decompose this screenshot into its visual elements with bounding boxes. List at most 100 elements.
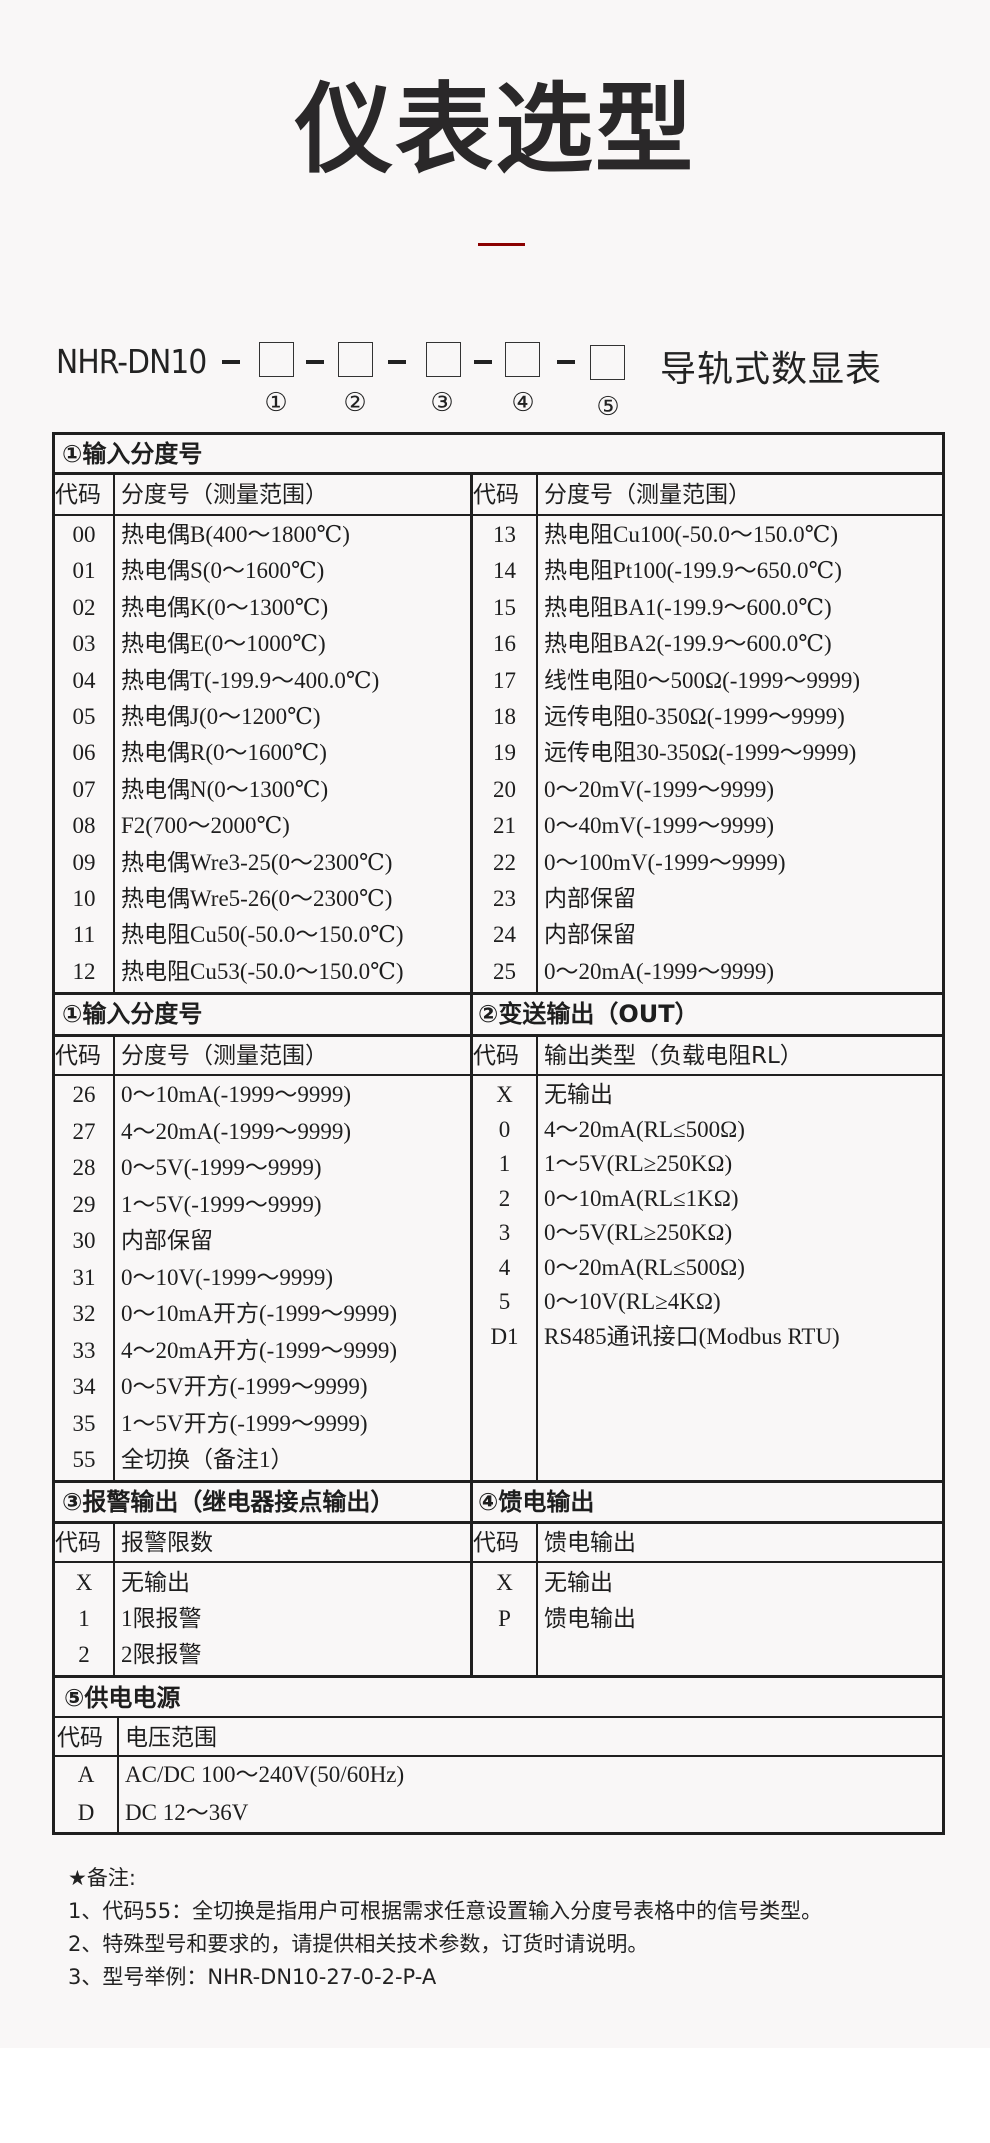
table-row: X 无输出 — [473, 1077, 893, 1113]
table-row: A AC/DC 100～240V(50/60Hz) — [55, 1757, 475, 1793]
table-divider — [55, 1521, 942, 1524]
table-row: 2 0～10mA(RL≤1KΩ) — [473, 1181, 893, 1217]
row-description: 4～20mA(-1999～9999) — [121, 1118, 351, 1144]
row-code: X — [75, 1570, 93, 1595]
section-title: ①输入分度号 — [62, 440, 203, 468]
separator-dash — [388, 360, 406, 364]
row-code: 0 — [498, 1116, 511, 1142]
row-code: 13 — [493, 522, 516, 547]
row-code: P — [498, 1606, 511, 1631]
table-divider — [55, 992, 942, 995]
row-description: 0～10mA(RL≤1KΩ) — [544, 1185, 739, 1211]
separator-dash — [474, 360, 492, 364]
table-row: 04 热电偶T(-199.9～400.0℃) — [55, 663, 475, 699]
table-row: 21 0～40mV(-1999～9999) — [473, 808, 893, 844]
row-description: 内部保留 — [544, 886, 636, 911]
table-row: 1 1限报警 — [55, 1601, 475, 1637]
table-divider — [55, 1561, 942, 1563]
table-row: 1 1～5V(RL≥250KΩ) — [473, 1146, 893, 1182]
table-row: 25 0～20mA(-1999～9999) — [473, 954, 893, 990]
row-description: 热电偶R(0～1600℃) — [121, 740, 327, 766]
row-description: 0～10V(-1999～9999) — [121, 1264, 334, 1290]
table-row: 29 1～5V(-1999～9999) — [55, 1187, 475, 1223]
table-row: 07 热电偶N(0～1300℃) — [55, 772, 475, 808]
table-row: 30 内部保留 — [55, 1223, 475, 1259]
row-description: AC/DC 100～240V(50/60Hz) — [125, 1762, 405, 1787]
row-code: 32 — [72, 1301, 96, 1326]
row-description: 2限报警 — [121, 1642, 202, 1667]
table-divider — [55, 1480, 942, 1483]
table-row: 18 远传电阻0-350Ω(-1999～9999) — [473, 699, 893, 735]
table-row: 24 内部保留 — [473, 917, 893, 953]
row-code: 15 — [493, 594, 516, 620]
row-description: 热电偶B(400～1800℃) — [121, 522, 350, 547]
row-description: 0～100mV(-1999～9999) — [544, 849, 786, 875]
row-description: 热电偶Wre3-25(0～2300℃) — [121, 849, 393, 875]
row-description: 热电偶T(-199.9～400.0℃) — [121, 667, 380, 693]
note-item: 2、特殊型号和要求的，请提供相关技术参数，订货时请说明。 — [68, 1932, 649, 1956]
row-code: 29 — [72, 1191, 96, 1217]
row-description: 热电偶J(0～1200℃) — [121, 704, 321, 729]
separator-dash — [306, 360, 324, 364]
column-header-desc: 分度号（测量范围） — [121, 1043, 328, 1069]
row-code: 04 — [72, 667, 96, 693]
row-description: 1～5V(-1999～9999) — [121, 1191, 322, 1217]
table-row: 01 热电偶S(0～1600℃) — [55, 553, 475, 589]
row-code: 3 — [498, 1220, 511, 1245]
column-header-code: 代码 — [473, 1530, 519, 1556]
row-description: 无输出 — [544, 1570, 613, 1595]
row-code: 28 — [72, 1155, 96, 1180]
row-code: 2 — [498, 1185, 511, 1211]
section-title: ①输入分度号 — [62, 1000, 203, 1028]
table-row: 14 热电阻Pt100(-199.9～650.0℃) — [473, 553, 893, 589]
row-code: A — [77, 1762, 95, 1787]
section-title: ②变送输出（OUT） — [478, 1000, 699, 1028]
row-description: 0～10mA(-1999～9999) — [121, 1082, 351, 1107]
table-row: 05 热电偶J(0～1200℃) — [55, 699, 475, 735]
table-row: 26 0～10mA(-1999～9999) — [55, 1077, 475, 1113]
table-row: 13 热电阻Cu100(-50.0～150.0℃) — [473, 517, 893, 553]
section-title: ④馈电输出 — [478, 1488, 595, 1516]
table-row: 23 内部保留 — [473, 881, 893, 917]
table-row: D1 RS485通讯接口(Modbus RTU) — [473, 1319, 893, 1355]
row-description: 0～40mV(-1999～9999) — [544, 813, 774, 839]
table-divider — [536, 1521, 538, 1677]
row-code: 00 — [72, 522, 96, 547]
section-title: ⑤供电电源 — [64, 1684, 181, 1712]
separator-dash — [222, 360, 240, 364]
table-divider — [113, 1034, 115, 1482]
table-divider — [55, 1074, 942, 1076]
table-row: 34 0～5V开方(-1999～9999) — [55, 1369, 475, 1405]
table-row: X 无输出 — [473, 1565, 893, 1601]
row-code: D1 — [490, 1323, 519, 1349]
row-code: 1 — [498, 1151, 511, 1176]
row-description: 内部保留 — [544, 922, 636, 948]
table-row: 20 0～20mV(-1999～9999) — [473, 772, 893, 808]
table-row: 00 热电偶B(400～1800℃) — [55, 517, 475, 553]
table-row: X 无输出 — [55, 1565, 475, 1601]
table-row: 17 线性电阻0～500Ω(-1999～9999) — [473, 663, 893, 699]
column-header-code: 代码 — [55, 1530, 101, 1556]
row-description: 远传电阻0-350Ω(-1999～9999) — [544, 704, 845, 729]
table-row: P 馈电输出 — [473, 1601, 893, 1637]
table-divider — [55, 1675, 942, 1678]
row-description: 远传电阻30-350Ω(-1999～9999) — [544, 740, 857, 766]
column-header-desc: 电压范围 — [125, 1725, 217, 1751]
row-code: 2 — [78, 1642, 90, 1667]
slot-box-2 — [338, 342, 373, 377]
page-background — [0, 0, 990, 2048]
table-divider — [117, 1716, 119, 1835]
row-code: 24 — [493, 922, 516, 948]
column-header-code: 代码 — [55, 1043, 101, 1069]
row-code: X — [496, 1570, 513, 1595]
row-code: 30 — [72, 1228, 96, 1253]
table-row: 19 远传电阻30-350Ω(-1999～9999) — [473, 735, 893, 771]
row-description: 热电阻BA2(-199.9～600.0℃) — [544, 631, 832, 657]
table-row: 5 0～10V(RL≥4KΩ) — [473, 1284, 893, 1320]
table-row: 55 全切换（备注1） — [55, 1442, 475, 1478]
row-code: 26 — [72, 1082, 96, 1107]
table-row: 15 热电阻BA1(-199.9～600.0℃) — [473, 590, 893, 626]
notes-heading: ★备注: — [68, 1866, 136, 1890]
row-code: 12 — [72, 958, 96, 984]
title-underline — [478, 243, 525, 246]
